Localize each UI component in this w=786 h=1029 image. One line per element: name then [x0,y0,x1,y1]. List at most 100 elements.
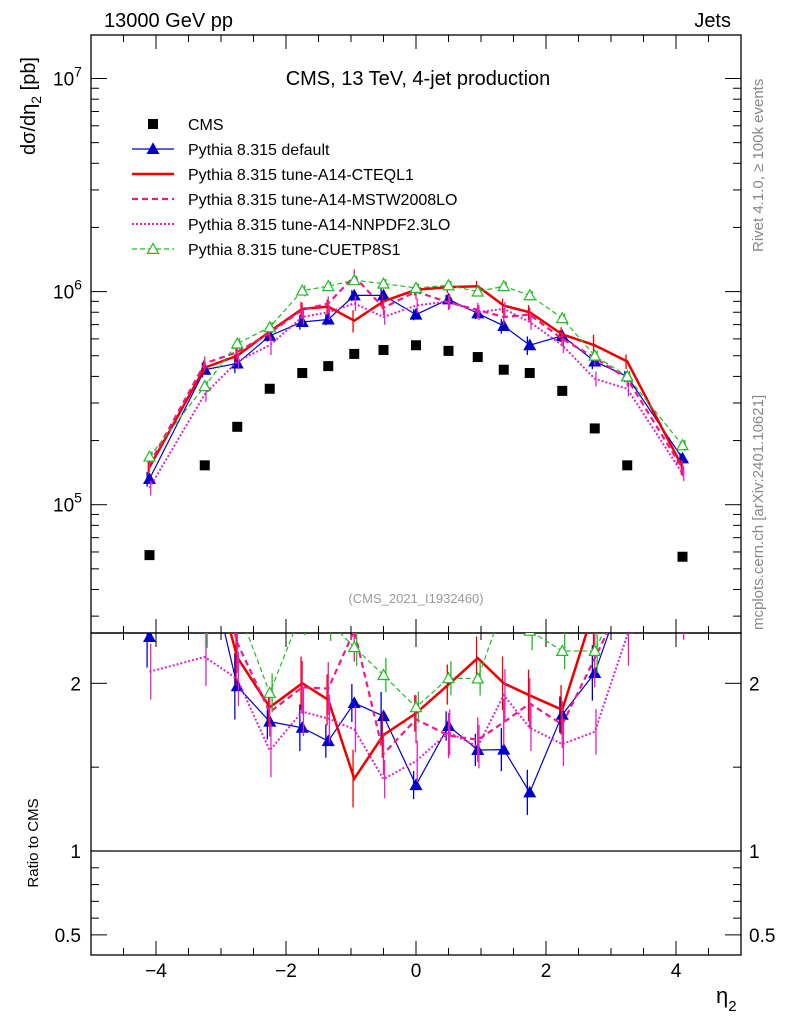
ratio-axis-label: Ratio to CMS [25,798,42,887]
cms-data-point [264,383,275,394]
series-point [555,311,569,324]
legend-entry: Pythia 8.315 tune-CUETP8S1 [132,242,401,259]
series-point [198,379,212,392]
x-tick-label: −4 [145,961,167,982]
series-point [347,273,361,286]
series-point [295,283,309,296]
ratio-point [677,528,688,538]
series-line [148,274,684,469]
ratio-point [263,686,277,698]
ratio-point [441,671,456,684]
legend-marker [148,119,158,129]
cms-data-point [557,385,568,396]
chart-title: CMS, 13 TeV, 4-jet production [286,68,551,90]
ratio-panel-frame [90,632,742,956]
cms-data-point [144,550,155,561]
ratio-tick-label-right: 1 [749,842,760,863]
ratio-series-4 [199,575,633,723]
ratio-point [376,709,391,722]
ratio-series-0 [142,528,688,816]
legend-label: Pythia 8.315 tune-A14-MSTW2008LO [188,192,457,209]
series-3 [148,294,685,496]
series-point [523,288,537,301]
legend-entry: Pythia 8.315 tune-A14-NNPDF2.3LO [132,217,450,234]
ratio-point [588,644,602,656]
legend-marker [146,142,160,154]
legend-label: Pythia 8.315 default [188,142,330,159]
ratio-series-3 [149,633,685,799]
y-tick-label: 106 [53,277,82,304]
series-point [497,279,511,292]
cms-data-point [498,364,509,375]
series-point [409,307,423,320]
legend-entry: CMS [148,117,224,134]
ratio-point [409,778,423,791]
ratio-point [232,601,243,611]
mcplots-label: mcplots.cern.ch [arXiv:2401.10621] [750,395,767,630]
ratio-point [295,721,309,733]
ratio-tick-label: 2 [70,674,81,695]
series-point [588,349,602,361]
series-4 [142,273,690,463]
series-point [142,472,157,485]
ratio-point [497,742,511,755]
cms-data-point [524,367,535,378]
ratio-point [523,633,537,636]
ratio-point [555,644,569,656]
ratio-series-1 [229,633,595,808]
ratio-series-line [149,633,634,781]
rivet-label: Rivet 4.1.0, ≥ 100k events [750,79,767,252]
ratio-point [321,734,335,747]
ratio-point [323,616,334,626]
series-point [230,356,244,369]
series-point [675,438,690,451]
ratio-point [347,640,361,653]
legend-label: Pythia 8.315 tune-CUETP8S1 [188,242,401,259]
ratio-tick-label-right: 0.5 [749,926,775,947]
series-line [148,294,683,480]
series-0 [142,288,690,487]
ratio-point [199,542,210,552]
x-tick-label: 4 [671,961,682,982]
series-point [376,276,391,289]
legend-entry: Pythia 8.315 tune-A14-MSTW2008LO [132,192,457,209]
ratio-point [622,575,633,585]
series-point [321,279,335,292]
legend-marker [146,242,160,254]
analysis-watermark: (CMS_2021_I1932460) [348,591,483,606]
x-tick-label: 2 [541,961,552,982]
x-tick-label: 0 [411,961,422,982]
series-line [149,279,683,458]
cms-data-point [411,340,421,351]
series-point [523,338,537,351]
ratio-point [142,633,157,643]
ratio-point [471,671,485,684]
ratio-point [622,575,633,585]
x-tick-label: −2 [275,961,297,982]
series-point [347,288,361,301]
ratio-point [230,679,244,692]
cms-data [144,340,688,562]
series-2 [148,269,684,477]
ratio-point [376,668,391,681]
series-point [263,320,277,333]
legend-entry: Pythia 8.315 tune-A14-CTEQL1 [132,167,414,184]
y-tick-label: 107 [53,63,82,90]
cms-data-point [622,460,633,471]
ratio-point [409,700,423,713]
cms-data-point [349,348,360,359]
ratio-series-line [148,633,610,794]
legend-entry: Pythia 8.315 default [132,142,330,159]
ratio-point [498,600,509,610]
header-right: Jets [694,10,731,32]
cms-data-point [443,345,454,356]
cms-data-point [323,361,334,372]
ratio-point [347,696,361,709]
series-point [497,319,511,331]
series-point [471,284,485,297]
cms-data-point [297,367,308,378]
cms-data-point [232,421,243,432]
ratio-point [523,785,537,798]
ratio-point [199,619,210,629]
